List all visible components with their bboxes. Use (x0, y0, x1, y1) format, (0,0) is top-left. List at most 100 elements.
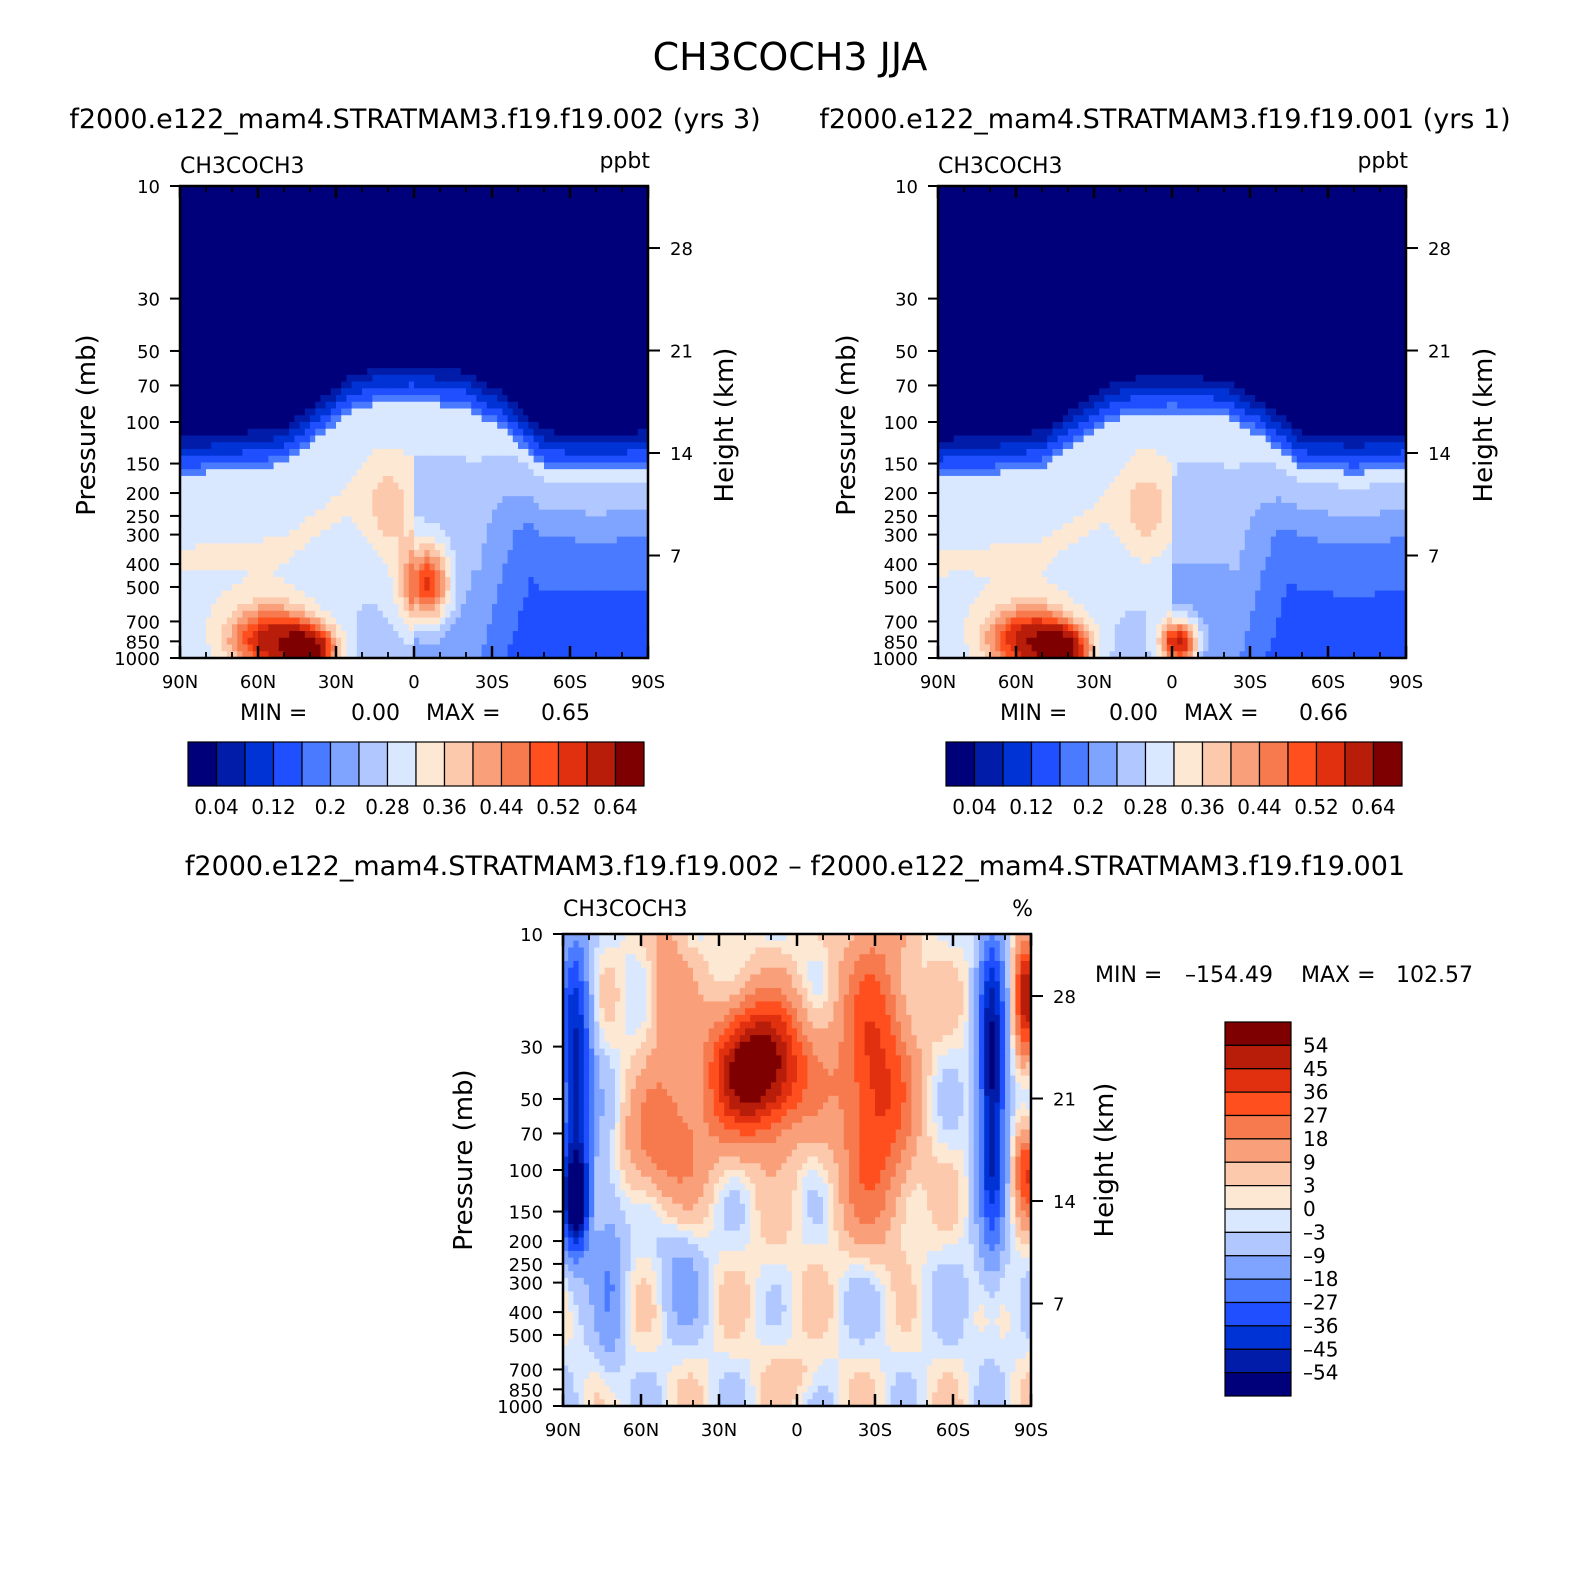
contour-cell (310, 219, 316, 228)
contour-cell (497, 422, 503, 430)
contour-cell (372, 529, 379, 538)
contour-cell (564, 536, 571, 544)
contour-cell (450, 287, 457, 295)
contour-cell (258, 354, 264, 362)
contour-cell (268, 219, 275, 228)
contour-cell (528, 448, 535, 457)
contour-cell (570, 239, 576, 248)
contour-cell (232, 347, 238, 356)
contour-cell (382, 212, 389, 221)
contour-cell (434, 496, 441, 504)
contour-cell (575, 253, 581, 261)
contour-cell (200, 401, 207, 410)
contour-cell (200, 368, 207, 376)
contour-cell (419, 543, 425, 551)
contour-cell (408, 448, 415, 457)
contour-cell (554, 368, 561, 376)
contour-cell (372, 435, 379, 443)
contour-cell (289, 341, 295, 349)
contour-cell (414, 347, 420, 356)
contour-cell (180, 523, 186, 531)
contour-cell (466, 206, 472, 214)
contour-cell (429, 408, 436, 416)
contour-cell (268, 469, 275, 477)
contour-cell (481, 307, 488, 315)
contour-cell (211, 496, 217, 504)
contour-cell (351, 489, 358, 497)
contour-cell (232, 307, 238, 315)
contour-cell (336, 334, 342, 342)
contour-cell (273, 314, 280, 322)
contour-cell (622, 186, 628, 194)
contour-cell (226, 455, 233, 464)
contour-cell (273, 266, 280, 275)
contour-cell (367, 368, 373, 376)
contour-cell (232, 536, 238, 544)
contour-cell (596, 374, 602, 383)
contour-cell (252, 415, 259, 423)
contour-cell (299, 287, 306, 295)
contour-cell (377, 509, 384, 517)
contour-cell (575, 428, 581, 437)
contour-cell (486, 327, 493, 335)
contour-cell (533, 422, 540, 430)
contour-cell (382, 320, 389, 329)
contour-cell (221, 212, 228, 221)
contour-cell (575, 314, 581, 322)
contour-cell (507, 489, 514, 497)
contour-cell (185, 388, 191, 396)
contour-cell (445, 253, 451, 261)
contour-cell (325, 320, 332, 329)
contour-cell (492, 536, 498, 544)
contour-cell (533, 502, 540, 511)
contour-cell (382, 239, 389, 248)
contour-cell (507, 212, 514, 221)
contour-cell (211, 287, 217, 295)
contour-cell (471, 354, 477, 362)
contour-cell (492, 280, 498, 288)
contour-cell (554, 253, 561, 261)
contour-cell (466, 307, 472, 315)
contour-cell (247, 415, 254, 423)
contour-cell (247, 219, 254, 228)
contour-cell (486, 287, 493, 295)
contour-cell (471, 186, 477, 194)
contour-cell (523, 253, 529, 261)
contour-cell (538, 253, 545, 261)
contour-cell (263, 307, 269, 315)
contour-cell (424, 253, 431, 261)
contour-cell (481, 469, 488, 477)
contour-cell (544, 334, 550, 342)
contour-cell (518, 408, 524, 416)
contour-cell (627, 320, 633, 329)
contour-cell (242, 448, 249, 457)
contour-cell (544, 415, 550, 423)
contour-cell (284, 435, 290, 443)
contour-cell (523, 469, 529, 477)
contour-cell (258, 199, 264, 207)
contour-cell (200, 280, 207, 288)
contour-cell (497, 206, 503, 214)
contour-cell (627, 462, 633, 470)
contour-cell (502, 327, 509, 335)
contour-cell (398, 253, 405, 261)
contour-cell (580, 361, 587, 369)
contour-cell (455, 388, 462, 396)
contour-cell (481, 253, 488, 261)
contour-cell (221, 502, 228, 511)
contour-cell (304, 354, 311, 362)
contour-cell (466, 246, 472, 255)
contour-cell (294, 273, 301, 281)
contour-cell (325, 300, 332, 308)
contour-cell (512, 381, 519, 389)
contour-cell (289, 482, 295, 491)
contour-cell (492, 442, 498, 450)
contour-cell (434, 253, 441, 261)
contour-cell (570, 374, 576, 383)
contour-cell (419, 253, 425, 261)
contour-cell (424, 327, 431, 335)
contour-cell (476, 374, 483, 383)
contour-cell (492, 502, 498, 511)
contour-cell (180, 435, 186, 443)
contour-cell (294, 300, 301, 308)
